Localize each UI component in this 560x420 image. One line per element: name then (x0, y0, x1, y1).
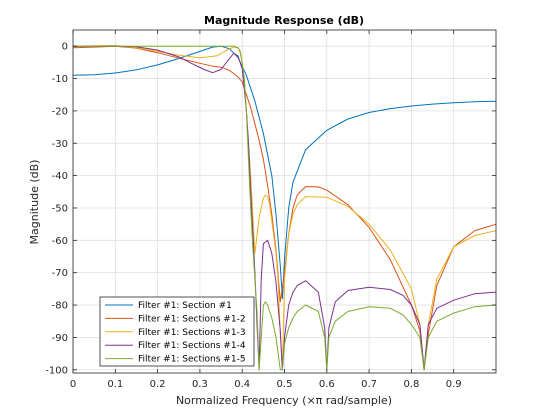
legend-label-4: Filter #1: Sections #1-4 (138, 341, 246, 351)
series-line-5 (73, 45, 496, 371)
y-tick-label: -10 (52, 74, 68, 85)
series-line-4 (73, 45, 496, 371)
x-tick-label: 0.2 (150, 379, 166, 390)
x-tick-label: 0.8 (403, 379, 419, 390)
y-tick-label: -50 (52, 203, 68, 214)
grid (72, 30, 496, 373)
x-tick-label: 0.4 (234, 379, 250, 390)
x-tick-label: 0.1 (107, 379, 123, 390)
y-tick-label: -40 (52, 171, 68, 182)
x-tick-label: 0.7 (361, 379, 377, 390)
legend-label-2: Filter #1: Sections #1-2 (138, 314, 246, 324)
y-tick-label: -60 (52, 236, 68, 247)
series-group (73, 45, 496, 371)
y-tick-label: -100 (45, 365, 68, 376)
tick-labels: 0 0.1 0.2 0.3 0.4 0.5 0.6 0.7 0.8 0.9 0 -10 -20 -30 -4… (45, 42, 461, 390)
legend-label-1: Filter #1: Section #1 (138, 301, 232, 311)
x-tick-label: 0.3 (192, 379, 208, 390)
y-tick-label: -90 (52, 333, 68, 344)
legend-label-3: Filter #1: Sections #1-3 (138, 328, 246, 338)
y-tick-label: -30 (52, 139, 68, 150)
y-tick-label: -20 (52, 106, 68, 117)
y-tick-label: -80 (52, 301, 68, 312)
series-line-3 (73, 45, 496, 371)
legend-label-5: Filter #1: Sections #1-5 (138, 355, 246, 365)
y-tick-label: -70 (52, 268, 68, 279)
y-axis-label: Magnitude (dB) (28, 160, 41, 245)
y-tick-label: 0 (62, 42, 68, 53)
legend: Filter #1: Section #1 Filter #1: Sections… (99, 296, 255, 367)
x-tick-label: 0.5 (277, 379, 293, 390)
x-tick-label: 0 (70, 379, 76, 390)
x-tick-label: 0.9 (446, 379, 462, 390)
chart-title: Magnitude Response (dB) (204, 14, 364, 27)
ticks (72, 30, 496, 373)
x-axis-label: Normalized Frequency (×π rad/sample) (176, 394, 392, 407)
x-tick-label: 0.6 (319, 379, 335, 390)
